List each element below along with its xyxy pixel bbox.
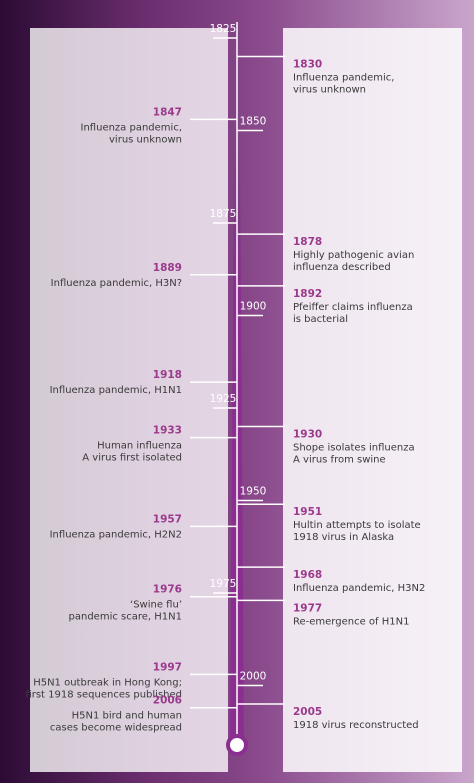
event-year: 1951 (293, 506, 322, 518)
event-text: virus unknown (109, 134, 182, 145)
event-text: Influenza pandemic, H3N2 (293, 583, 425, 594)
event-text: pandemic scare, H1N1 (69, 612, 182, 623)
event-text: A virus first isolated (82, 453, 182, 464)
event-text: Re-emergence of H1N1 (293, 616, 409, 627)
event-year: 1892 (293, 288, 322, 300)
right-panel (283, 28, 462, 772)
axis-tick-label: 1975 (210, 578, 237, 590)
event-text: Human influenza (97, 441, 182, 452)
event-text: Highly pathogenic avian (293, 250, 414, 261)
axis-tick-label: 1825 (210, 23, 237, 35)
event-year: 2005 (293, 706, 322, 718)
axis-tick-label: 1950 (240, 486, 267, 498)
event-text: Shope isolates influenza (293, 443, 415, 454)
event-year: 2006 (153, 695, 182, 707)
event-text: first 1918 sequences published (25, 689, 182, 700)
event-text: cases become widespread (50, 723, 182, 734)
axis-tick-label: 2000 (240, 671, 267, 683)
event-year: 1847 (153, 106, 182, 118)
event-year: 1976 (153, 584, 182, 596)
event-text: ‘Swine flu’ (130, 600, 182, 611)
event-text: 1918 virus reconstructed (293, 720, 419, 731)
event-year: 1918 (153, 369, 182, 381)
event-text: 1918 virus in Alaska (293, 532, 394, 543)
event-text: Influenza pandemic, H3N? (51, 278, 182, 289)
timeline-end (226, 734, 248, 756)
event-year: 1933 (153, 425, 182, 437)
axis-tick-label: 1850 (240, 116, 267, 128)
event-year: 1830 (293, 59, 322, 71)
event-year: 1968 (293, 569, 322, 581)
event-year: 1878 (293, 236, 322, 248)
left-panel (30, 28, 228, 772)
event-text: H5N1 outbreak in Hong Kong; (33, 677, 182, 688)
event-text: Influenza pandemic, H2N2 (50, 529, 182, 540)
event-year: 1977 (293, 602, 322, 614)
event-text: Pfeiffer claims influenza (293, 302, 413, 313)
axis-tick-label: 1900 (240, 301, 267, 313)
event-year: 1957 (153, 513, 182, 525)
event-text: A virus from swine (293, 455, 386, 466)
event-text: virus unknown (293, 85, 366, 96)
event-year: 1997 (153, 661, 182, 673)
axis-tick-label: 1875 (210, 208, 237, 220)
event-text: influenza described (293, 262, 391, 273)
axis-tick-label: 1925 (210, 393, 237, 405)
event-text: Influenza pandemic, (81, 122, 182, 133)
event-text: Influenza pandemic, H1N1 (50, 385, 182, 396)
event-year: 1889 (153, 262, 182, 274)
event-text: Influenza pandemic, (293, 73, 394, 84)
event-year: 1930 (293, 429, 322, 441)
event-text: H5N1 bird and human (72, 711, 182, 722)
event-text: Hultin attempts to isolate (293, 520, 421, 531)
event-text: is bacterial (293, 314, 348, 325)
